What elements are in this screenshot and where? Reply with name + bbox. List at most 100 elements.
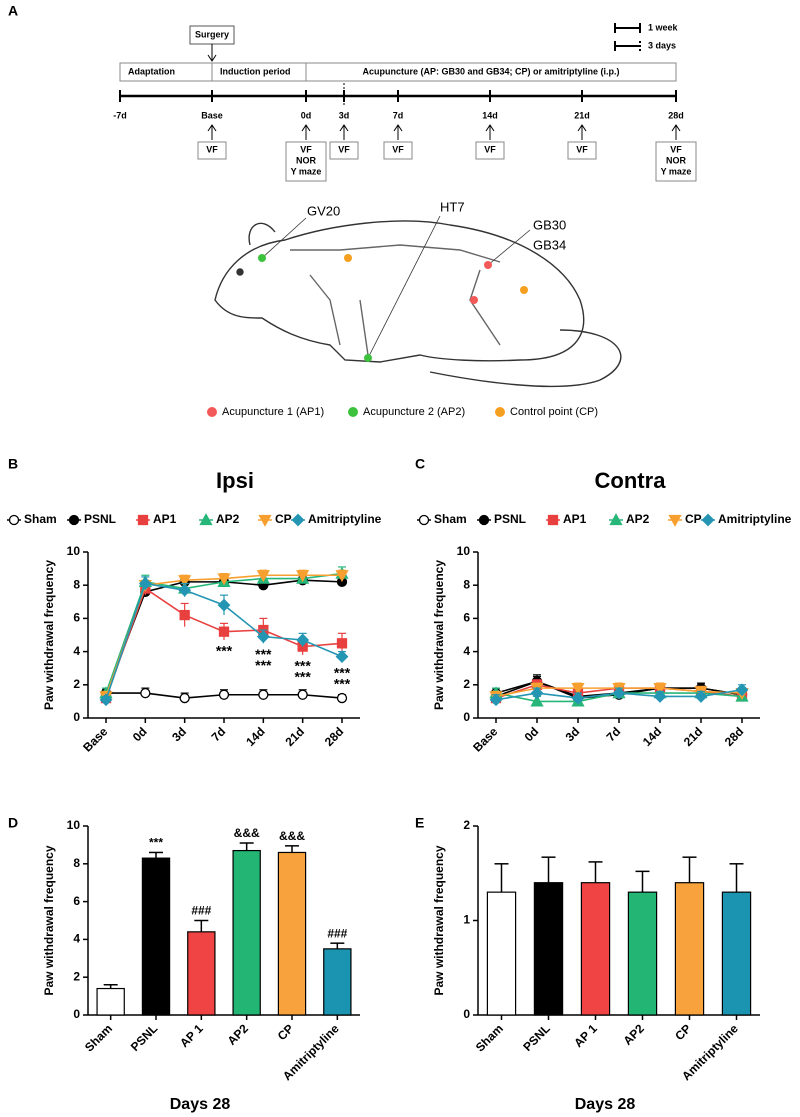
x-tick-label: AP 1: [177, 1021, 206, 1050]
timeline-label: 21d: [574, 110, 590, 120]
y-tick-label: 0: [463, 1007, 470, 1021]
significance-label: ***: [294, 658, 311, 674]
phase-label: Adaptation: [128, 66, 175, 76]
timeline-label: 28d: [668, 110, 684, 120]
marker: [530, 686, 544, 700]
legend-label: Acupuncture 1 (AP1): [222, 406, 324, 418]
y-tick-label: 4: [73, 644, 80, 658]
significance-label: ###: [327, 926, 347, 940]
x-tick-label: Sham: [82, 1021, 115, 1054]
x-tick-label: 0d: [522, 724, 542, 744]
y-tick-label: 0: [73, 1007, 80, 1021]
phase-label: Acupuncture (AP: GB30 and GB34; CP) or a…: [362, 66, 619, 76]
bar: [232, 849, 261, 1016]
legend-label: Sham: [24, 512, 57, 526]
acupoint-label: GV20: [307, 203, 340, 218]
test-label: Y maze: [661, 166, 692, 176]
legend-marker: [418, 514, 430, 526]
test-box: [475, 141, 505, 160]
y-tick-label: 8: [73, 856, 80, 870]
significance-label: ***: [334, 675, 351, 691]
x-tick-label: AP2: [620, 1021, 647, 1048]
x-tick-label: CP: [275, 1021, 297, 1043]
legend-label: Sham: [434, 512, 467, 526]
marker: [179, 692, 190, 704]
test-arrowhead: [671, 124, 681, 132]
marker: [653, 690, 667, 703]
scale-label: 3 days: [648, 40, 676, 50]
bar: [277, 851, 307, 1016]
marker: [218, 626, 230, 637]
x-axis-label: Days 28: [170, 1096, 231, 1113]
timeline-label: 7d: [393, 110, 404, 120]
x-tick-label: 28d: [322, 724, 347, 749]
timeline-label: -7d: [113, 110, 127, 120]
significance-label: ***: [216, 643, 233, 659]
x-tick-label: Base: [80, 724, 110, 754]
legend-dot: [495, 407, 505, 417]
marker: [336, 638, 348, 649]
marker: [179, 609, 190, 621]
timeline-label: Base: [201, 110, 223, 120]
y-tick-label: 2: [73, 677, 80, 691]
y-tick-label: 6: [73, 611, 80, 625]
panel-label: C: [415, 456, 425, 472]
test-label: VF: [484, 144, 496, 154]
legend-marker: [547, 514, 559, 526]
test-box: [655, 141, 697, 182]
y-tick-label: 2: [73, 969, 80, 983]
bar: [141, 857, 171, 1016]
x-tick-label: 7d: [209, 724, 229, 744]
legend-label: PSNL: [494, 512, 526, 526]
test-label: VF: [576, 144, 588, 154]
legend-label: AP1: [563, 512, 587, 526]
test-arrowhead: [301, 124, 311, 132]
test-box: [383, 141, 413, 160]
panel-label: E: [415, 815, 424, 831]
x-tick-label: PSNL: [520, 1021, 553, 1054]
marker: [694, 690, 708, 703]
y-axis-label: Paw withdrawal frequency: [42, 560, 56, 710]
y-tick-label: 10: [67, 544, 81, 558]
bar: [96, 987, 125, 1016]
y-tick-label: 0: [73, 710, 80, 724]
significance-label: ###: [191, 904, 211, 918]
panel-label: D: [8, 815, 18, 831]
test-label: VF: [206, 144, 218, 154]
significance-label: ***: [334, 664, 351, 680]
x-tick-label: 3d: [169, 724, 189, 744]
bar: [674, 882, 705, 1016]
marker: [178, 575, 192, 588]
bar: [187, 931, 216, 1016]
x-tick-label: Base: [470, 724, 500, 754]
test-box: [285, 141, 327, 182]
panel-label: A: [8, 3, 18, 19]
x-tick-label: Sham: [473, 1021, 506, 1054]
surgery-arrowhead: [207, 54, 217, 62]
marker: [653, 682, 667, 695]
x-tick-label: 14d: [243, 724, 268, 749]
acupoint-label: GB30: [533, 217, 566, 232]
legend-label: CP: [685, 512, 702, 526]
bar: [627, 891, 658, 1016]
marker: [336, 692, 348, 704]
legend-marker: [668, 514, 682, 527]
legend-marker: [8, 514, 20, 526]
y-axis-label: Paw withdrawal frequency: [432, 560, 446, 710]
marker: [571, 682, 585, 695]
marker: [297, 689, 308, 700]
marker: [218, 689, 230, 700]
acupoints: [258, 215, 531, 362]
marker: [258, 689, 269, 700]
marker: [296, 570, 310, 583]
test-label: NOR: [666, 155, 687, 165]
test-arrowhead: [485, 124, 495, 132]
x-tick-label: 21d: [283, 724, 308, 749]
bar: [580, 882, 611, 1016]
y-tick-label: 4: [463, 644, 470, 658]
legend-marker: [68, 514, 80, 526]
timeline-label: 14d: [482, 110, 498, 120]
y-tick-label: 8: [463, 577, 470, 591]
x-axis-label: Days 28: [575, 1096, 636, 1113]
